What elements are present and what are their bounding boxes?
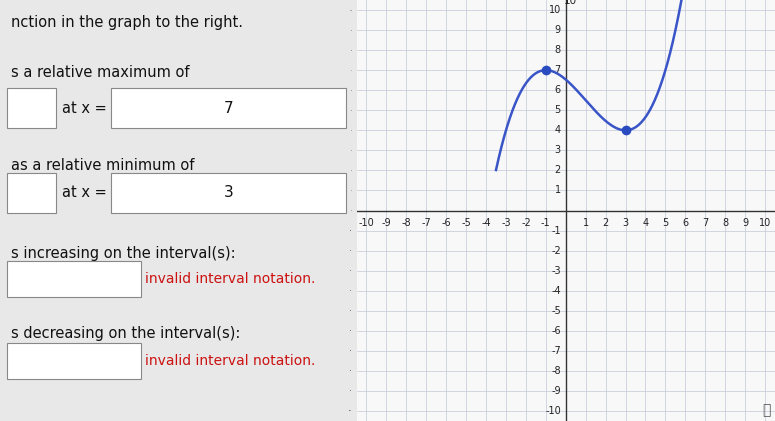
Text: 5: 5 <box>555 105 561 115</box>
Text: -3: -3 <box>501 218 511 227</box>
Text: 🔍: 🔍 <box>763 403 771 417</box>
Text: 10: 10 <box>759 218 771 227</box>
Text: -1: -1 <box>541 218 550 227</box>
Text: invalid interval notation.: invalid interval notation. <box>145 354 315 368</box>
Text: -1: -1 <box>551 226 561 235</box>
FancyBboxPatch shape <box>7 261 141 297</box>
Text: 1: 1 <box>583 218 589 227</box>
FancyBboxPatch shape <box>7 88 57 128</box>
Text: 10: 10 <box>549 5 561 15</box>
Text: 3: 3 <box>622 218 629 227</box>
Text: as a relative minimum of: as a relative minimum of <box>11 158 194 173</box>
Text: 10: 10 <box>564 0 577 6</box>
Text: 6: 6 <box>682 218 688 227</box>
Text: 6: 6 <box>555 85 561 95</box>
Text: 1: 1 <box>555 186 561 195</box>
Text: 8: 8 <box>555 45 561 55</box>
Text: 4: 4 <box>555 125 561 135</box>
Text: s a relative maximum of: s a relative maximum of <box>11 65 189 80</box>
Text: 2: 2 <box>555 165 561 176</box>
Text: -8: -8 <box>551 366 561 376</box>
Text: 7: 7 <box>702 218 708 227</box>
Text: -5: -5 <box>551 306 561 316</box>
Text: -7: -7 <box>551 346 561 356</box>
Text: -6: -6 <box>551 326 561 336</box>
Text: -8: -8 <box>401 218 411 227</box>
Text: s decreasing on the interval(s):: s decreasing on the interval(s): <box>11 326 240 341</box>
Text: 7: 7 <box>555 65 561 75</box>
Text: 3: 3 <box>223 185 233 200</box>
Text: 4: 4 <box>642 218 649 227</box>
FancyBboxPatch shape <box>111 173 346 213</box>
Text: -9: -9 <box>551 386 561 396</box>
Text: -3: -3 <box>551 266 561 276</box>
Text: -5: -5 <box>461 218 471 227</box>
Text: 7: 7 <box>223 101 233 116</box>
Text: -4: -4 <box>551 286 561 296</box>
Text: s increasing on the interval(s):: s increasing on the interval(s): <box>11 246 235 261</box>
FancyBboxPatch shape <box>7 343 141 379</box>
Text: -7: -7 <box>422 218 431 227</box>
Text: 3: 3 <box>555 145 561 155</box>
Text: 8: 8 <box>722 218 728 227</box>
Text: -10: -10 <box>545 406 561 416</box>
Text: -6: -6 <box>442 218 451 227</box>
Text: 2: 2 <box>602 218 608 227</box>
Text: 9: 9 <box>555 25 561 35</box>
Text: -2: -2 <box>551 245 561 256</box>
FancyBboxPatch shape <box>7 173 57 213</box>
Text: at x =: at x = <box>62 185 106 200</box>
Text: at x =: at x = <box>62 101 106 116</box>
Text: -2: -2 <box>521 218 531 227</box>
Text: -4: -4 <box>481 218 491 227</box>
Text: invalid interval notation.: invalid interval notation. <box>145 272 315 286</box>
FancyBboxPatch shape <box>111 88 346 128</box>
Text: -9: -9 <box>381 218 391 227</box>
Text: 9: 9 <box>742 218 748 227</box>
Text: -10: -10 <box>359 218 374 227</box>
Text: nction in the graph to the right.: nction in the graph to the right. <box>11 15 243 30</box>
Text: 5: 5 <box>663 218 669 227</box>
